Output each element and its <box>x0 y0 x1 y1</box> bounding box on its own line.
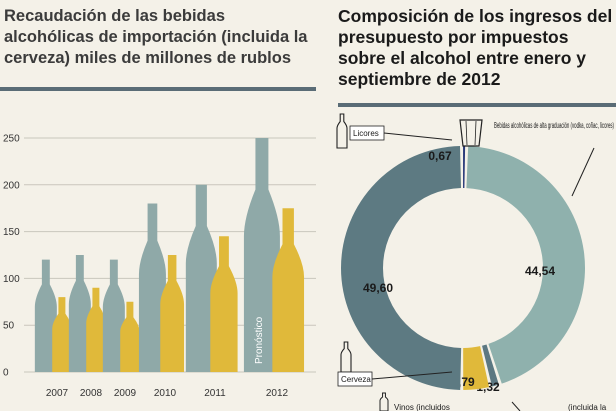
y-tick-label: 0 <box>3 368 9 379</box>
glass-icon-line <box>474 120 477 146</box>
bar-bottle-yellow <box>272 208 305 372</box>
liquor-bottle-icon <box>336 113 348 149</box>
callout-beer: Cerveza <box>341 375 371 384</box>
bar-bottle-yellow <box>52 297 72 372</box>
callout-line <box>371 371 453 380</box>
y-tick-label: 150 <box>3 227 20 238</box>
y-tick-label: 50 <box>3 321 15 332</box>
callout-line <box>511 401 521 411</box>
slice-value-label: 44,54 <box>525 264 555 278</box>
right-chart-title: Composición de los ingresos del presupue… <box>338 6 613 89</box>
bar-bottle-gray <box>102 259 125 372</box>
right-title-rule <box>338 103 616 107</box>
bar-bottle-yellow <box>120 301 140 372</box>
donut-slice <box>463 346 490 390</box>
wine-bottle-icon <box>379 392 389 411</box>
bar-bottle-gray <box>138 203 166 372</box>
x-tick-label: 2012 <box>266 388 289 399</box>
left-title-rule <box>0 87 316 91</box>
slice-value-label: 49,60 <box>363 281 393 295</box>
donut-slice <box>463 146 466 189</box>
x-tick-label: 2010 <box>154 388 177 399</box>
callout-wines: Vinos (incluidos <box>394 403 450 411</box>
x-tick-label: 2009 <box>114 388 137 399</box>
bar-bottle-gray <box>243 138 280 372</box>
bar-chart: 0 50 100 150 200 250 2007 2008 2009 2010 2011 2012 P… <box>3 134 316 399</box>
donut-slice <box>466 146 585 384</box>
callout-spirits: Bebidas alcohólicas de alta graduación (… <box>494 121 614 130</box>
y-tick-label: 100 <box>3 274 20 285</box>
donut-slice <box>482 344 499 387</box>
left-chart-title: Recaudación de las bebidas alcohólicas d… <box>4 7 308 67</box>
bar-bottle-yellow <box>160 255 185 372</box>
x-tick-label: 2011 <box>204 388 226 399</box>
x-tick-label: 2007 <box>46 388 69 399</box>
y-tick-label: 250 <box>3 134 20 145</box>
forecast-label: Pronóstico <box>254 316 265 364</box>
callout-line <box>571 147 595 197</box>
bar-bottle-yellow <box>86 287 106 372</box>
donut-slice <box>341 146 462 390</box>
bar-bottle-gray <box>34 259 57 372</box>
bar-bottle-gray <box>185 184 217 372</box>
callout-rest: (incluida la <box>568 403 607 411</box>
callout-line <box>383 132 453 141</box>
slice-value-label: 0,67 <box>428 149 452 163</box>
beer-bottle-icon <box>340 341 352 373</box>
glass-icon-line <box>465 120 468 146</box>
glass-icon <box>459 119 483 147</box>
y-tick-label: 200 <box>3 180 20 191</box>
x-tick-label: 2008 <box>80 388 103 399</box>
callout-liquors: Licores <box>353 129 379 138</box>
bar-bottle-gray <box>68 255 91 372</box>
bar-bottle-yellow <box>210 236 238 372</box>
